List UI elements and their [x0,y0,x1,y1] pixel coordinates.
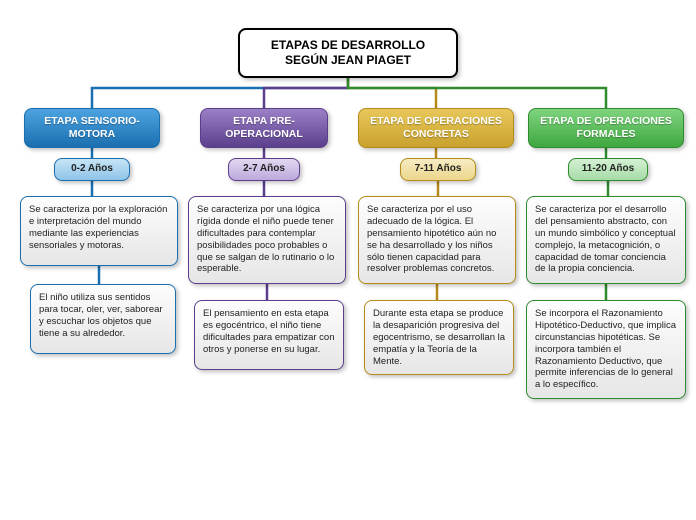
desc2-preop: El pensamiento en esta etapa es egocéntr… [194,300,344,370]
stage-preop: ETAPA PRE-OPERACIONAL [200,108,328,148]
desc2-formales: Se incorpora el Razonamiento Hipotético-… [526,300,686,399]
diagram-canvas: ETAPAS DE DESARROLLO SEGÚN JEAN PIAGET ET… [0,0,696,520]
desc1-preop: Se caracteriza por una lógica rígida don… [188,196,346,284]
age-preop: 2-7 Años [228,158,300,181]
desc2-concretas: Durante esta etapa se produce la desapar… [364,300,514,375]
desc1-sensorio: Se caracteriza por la exploración e inte… [20,196,178,266]
desc2-sensorio: El niño utiliza sus sentidos para tocar,… [30,284,176,354]
age-formales: 11-20 Años [568,158,648,181]
root-title: ETAPAS DE DESARROLLO SEGÚN JEAN PIAGET [238,28,458,78]
stage-concretas: ETAPA DE OPERACIONES CONCRETAS [358,108,514,148]
stage-formales: ETAPA DE OPERACIONES FORMALES [528,108,684,148]
age-concretas: 7-11 Años [400,158,476,181]
age-sensorio: 0-2 Años [54,158,130,181]
stage-sensorio: ETAPA SENSORIO-MOTORA [24,108,160,148]
desc1-concretas: Se caracteriza por el uso adecuado de la… [358,196,516,284]
desc1-formales: Se caracteriza por el desarrollo del pen… [526,196,686,284]
